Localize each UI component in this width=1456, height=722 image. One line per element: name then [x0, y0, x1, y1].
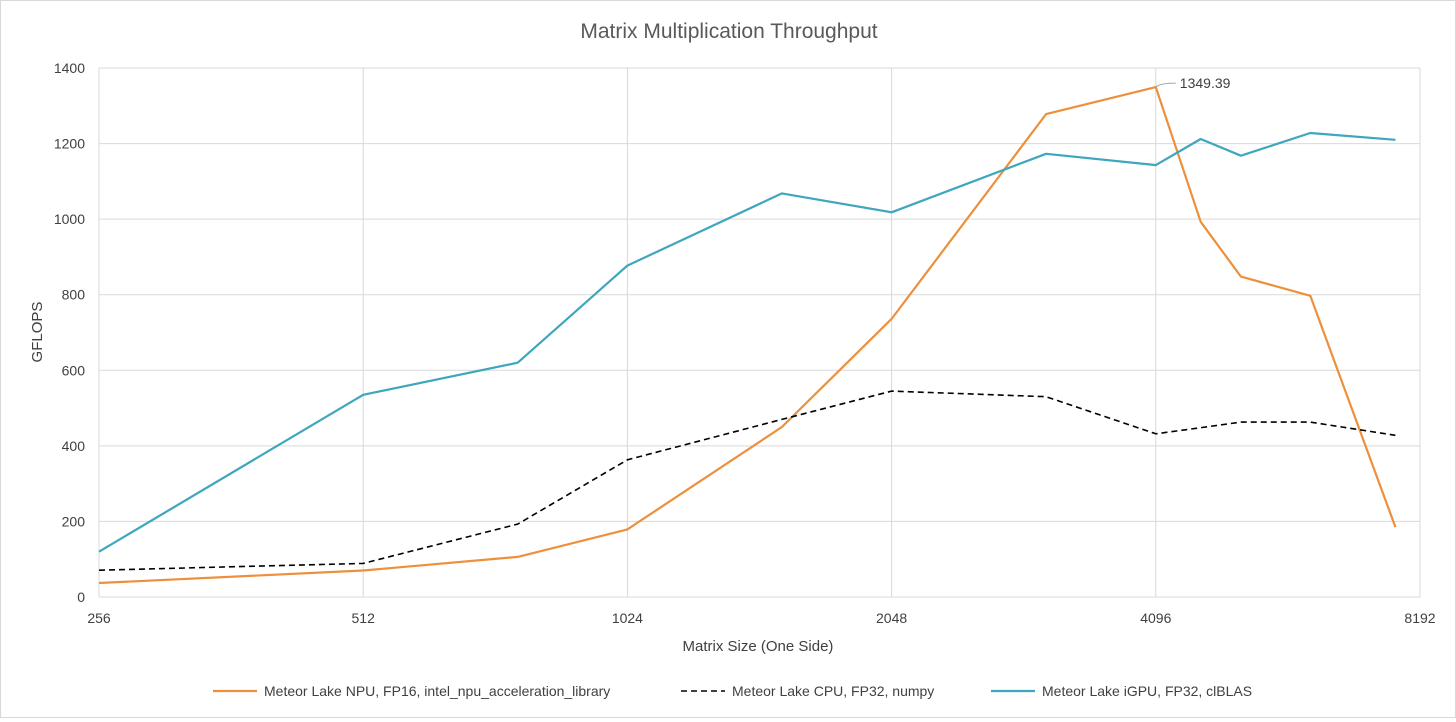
x-tick-label: 4096	[1140, 610, 1171, 626]
x-tick-label: 2048	[876, 610, 907, 626]
axes: 0 200 400 600 800 1000 1200 1400 256 512 1024 2048 4…	[54, 60, 1436, 626]
annotation-leader	[1155, 82, 1176, 88]
x-tick-label: 256	[87, 610, 111, 626]
series-line-1	[98, 85, 1397, 585]
y-tick-label: 1400	[54, 60, 85, 76]
x-tick-label: 512	[352, 610, 376, 626]
y-tick-label: 1000	[54, 211, 85, 227]
x-tick-label: 8192	[1404, 610, 1435, 626]
grid-lines	[98, 67, 1421, 598]
y-axis-label: GFLOPS	[29, 302, 46, 363]
legend-label: Meteor Lake NPU, FP16, intel_npu_acceler…	[264, 683, 610, 699]
chart-title: Matrix Multiplication Throughput	[580, 20, 877, 43]
series-lines	[98, 85, 1397, 585]
y-tick-label: 800	[62, 287, 86, 303]
y-tick-label: 400	[62, 438, 86, 454]
y-tick-label: 1200	[54, 136, 85, 152]
series-line-2	[98, 390, 1396, 571]
annotations: 1349.39	[1155, 75, 1231, 91]
x-tick-label: 1024	[612, 610, 643, 626]
legend: Meteor Lake NPU, FP16, intel_npu_acceler…	[213, 683, 1252, 699]
legend-label: Meteor Lake iGPU, FP32, clBLAS	[1042, 683, 1252, 699]
y-tick-label: 0	[77, 589, 85, 605]
x-axis-label: Matrix Size (One Side)	[683, 638, 834, 655]
data-label: 1349.39	[1180, 75, 1231, 91]
y-tick-label: 600	[62, 362, 86, 378]
legend-label: Meteor Lake CPU, FP32, numpy	[732, 683, 934, 699]
series-line-3	[98, 131, 1396, 553]
y-tick-label: 200	[62, 513, 86, 529]
